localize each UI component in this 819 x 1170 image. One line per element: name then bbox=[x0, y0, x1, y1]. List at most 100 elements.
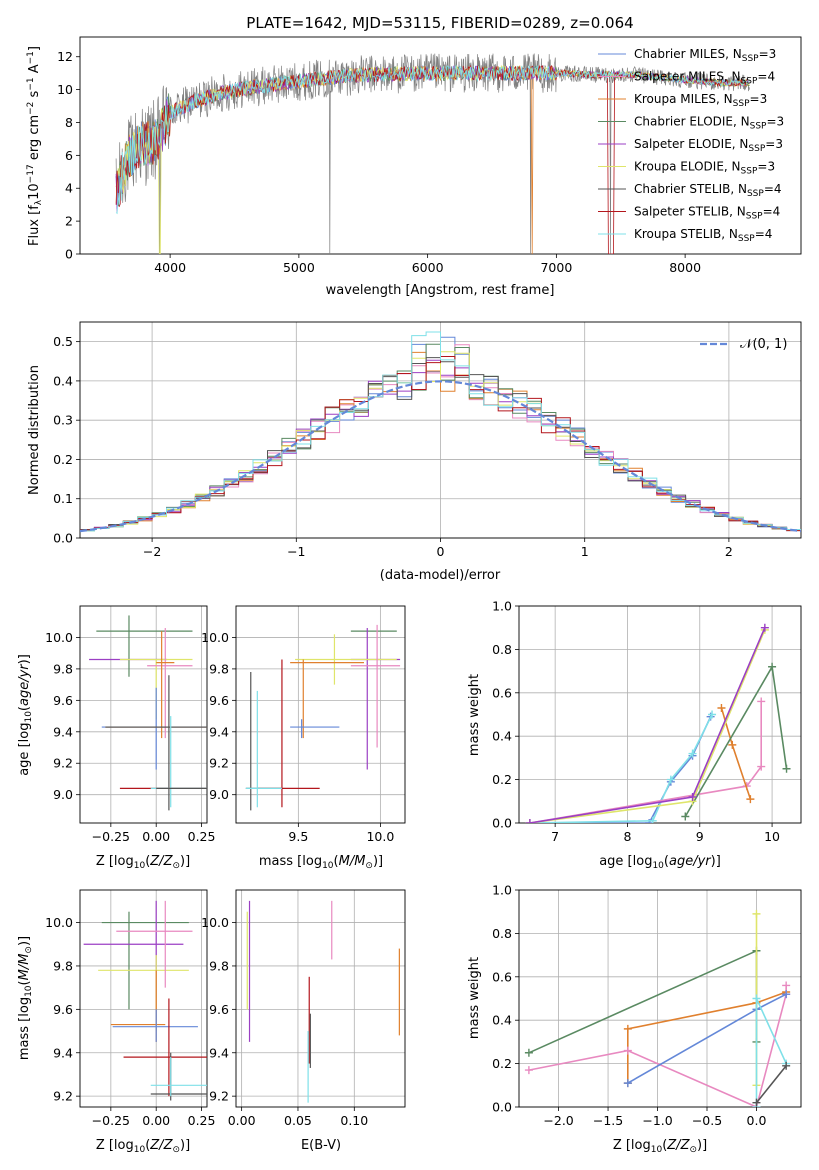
axes-massweight-vs-Z: −2.0 −1.5 −1.0 −0.5 0.0 0.0 0.2 0.4 0.6 0.8 1.0 Z [… bbox=[467, 883, 802, 1155]
y-tick-label: 0 bbox=[65, 247, 73, 262]
axes-frame bbox=[235, 889, 406, 1108]
x-tick-label: −1.5 bbox=[593, 1113, 623, 1128]
y-tick-label: 9.8 bbox=[209, 958, 229, 973]
y-tick-label: 0.3 bbox=[53, 413, 73, 428]
x-tick-label: 0.25 bbox=[188, 1113, 216, 1128]
histograms bbox=[80, 331, 801, 533]
x-axis-label: E(B-V) bbox=[301, 1138, 341, 1153]
x-axis-label: wavelength [Angstrom, rest frame] bbox=[326, 283, 555, 298]
y-tick-label: 12 bbox=[57, 49, 73, 64]
y-tick-label: 0.4 bbox=[492, 729, 512, 744]
series bbox=[525, 623, 791, 823]
y-axis-label: mass weight bbox=[467, 957, 482, 1039]
x-axis-label: Z [log10​(Z/Z⊙​)] bbox=[613, 1138, 707, 1155]
legend-entry: Chabrier STELIB, NSSP​=4 bbox=[634, 182, 782, 199]
series-marker bbox=[717, 703, 726, 712]
y-tick-label: 0.8 bbox=[492, 642, 512, 657]
y-axis-label: Flux [fλ​10−17​ erg cm−2​ s−1​ A−1​] bbox=[26, 46, 44, 246]
axes-age-vs-Z: −0.25 0.00 0.25 9.0 9.2 9.4 9.6 9.8 10.0 Z [log10… bbox=[17, 605, 216, 871]
y-tick-label: 8 bbox=[65, 115, 73, 130]
x-tick-label: −2 bbox=[143, 544, 161, 559]
x-tick-label: −0.25 bbox=[92, 829, 130, 844]
model-spectrum-KroupaSTELIB bbox=[115, 64, 750, 215]
y-tick-label: 9.8 bbox=[209, 661, 229, 676]
x-tick-label: 2 bbox=[725, 544, 733, 559]
y-tick-label: 9.2 bbox=[209, 1089, 229, 1104]
legend-entry: Salpeter STELIB, NSSP​=4 bbox=[634, 205, 780, 222]
y-tick-label: 9.4 bbox=[53, 724, 73, 739]
y-tick-label: 1.0 bbox=[492, 599, 512, 614]
series-marker bbox=[623, 1024, 632, 1033]
series-marker bbox=[757, 762, 766, 771]
x-axis-label: (data-model)/error bbox=[380, 568, 501, 583]
x-tick-label: 10 bbox=[764, 829, 780, 844]
y-tick-label: 10.0 bbox=[45, 915, 73, 930]
errorbars bbox=[246, 900, 400, 1103]
y-tick-label: 9.2 bbox=[209, 756, 229, 771]
series-marker bbox=[524, 1066, 533, 1075]
y-tick-label: 10.0 bbox=[201, 630, 229, 645]
y-tick-label: 9.0 bbox=[209, 787, 229, 802]
y-tick-label: 0.0 bbox=[53, 531, 73, 546]
series-marker bbox=[752, 994, 761, 1003]
axes-frame bbox=[235, 605, 406, 824]
y-tick-label: 10.0 bbox=[45, 630, 73, 645]
legend-entry: Kroupa STELIB, NSSP​=4 bbox=[634, 227, 772, 244]
x-tick-label: 8000 bbox=[669, 260, 701, 275]
legend-entry: 𝒩(0, 1) bbox=[740, 337, 787, 352]
y-tick-label: 9.2 bbox=[53, 756, 73, 771]
x-axis-label: Z [log10​(Z/Z⊙​)] bbox=[96, 1138, 190, 1155]
x-tick-label: −0.25 bbox=[92, 1113, 130, 1128]
x-tick-label: 9.5 bbox=[288, 829, 308, 844]
y-tick-label: 10 bbox=[57, 82, 73, 97]
y-tick-label: 0.0 bbox=[492, 816, 512, 831]
y-tick-label: 0.2 bbox=[492, 1056, 512, 1071]
axes-frame bbox=[79, 889, 208, 1108]
y-tick-label: 9.4 bbox=[53, 1045, 73, 1060]
series-marker bbox=[525, 819, 534, 823]
y-axis-label: mass [log10​(M/M⊙​)] bbox=[17, 936, 34, 1060]
x-tick-label: 0.0 bbox=[747, 1113, 767, 1128]
series-marker bbox=[752, 1098, 761, 1107]
x-axis-label: mass [log10​(M/M⊙​)] bbox=[259, 854, 383, 871]
errorbars bbox=[83, 900, 207, 1101]
y-tick-label: 9.2 bbox=[53, 1089, 73, 1104]
y-axis-label: age [log10​(age/yr)] bbox=[17, 654, 34, 776]
errorbars bbox=[89, 615, 207, 811]
axes-massweight-vs-age: 7 8 9 10 0.0 0.2 0.4 0.6 0.8 1.0 age [log10​(age/y… bbox=[467, 599, 802, 871]
series-marker bbox=[623, 1046, 632, 1055]
y-axis-label: Normed distribution bbox=[27, 365, 42, 495]
y-tick-label: 0.5 bbox=[53, 334, 73, 349]
series-line bbox=[529, 629, 766, 823]
x-axis-label: Z [log10​(Z/Z⊙​)] bbox=[96, 854, 190, 871]
axes-frame bbox=[518, 889, 802, 1108]
y-tick-label: 0.4 bbox=[53, 373, 73, 388]
legend: Chabrier MILES, NSSP​=3 Salpeter MILES, N… bbox=[598, 47, 784, 244]
series-marker bbox=[623, 1079, 632, 1088]
axes-mass-vs-EBV: 0.00 0.05 0.10 9.2 9.4 9.6 9.8 10.0 E(B-V) bbox=[201, 889, 406, 1153]
series-marker bbox=[681, 812, 690, 821]
legend-entry: Chabrier MILES, NSSP​=3 bbox=[634, 47, 776, 64]
series-marker bbox=[524, 1048, 533, 1057]
y-tick-label: 0.2 bbox=[53, 452, 73, 467]
y-axis-label: mass weight bbox=[467, 674, 482, 756]
x-axis-label: age [log10​(age/yr)] bbox=[599, 854, 721, 871]
series-marker bbox=[782, 990, 791, 999]
spectrum-lines bbox=[115, 53, 750, 254]
x-tick-label: 9 bbox=[696, 829, 704, 844]
x-tick-label: 6000 bbox=[412, 260, 444, 275]
y-tick-label: 1.0 bbox=[492, 883, 512, 898]
histogram-KroupaMILES bbox=[80, 351, 801, 532]
x-tick-label: 0.00 bbox=[142, 829, 170, 844]
y-tick-label: 9.4 bbox=[209, 1045, 229, 1060]
axes-frame bbox=[79, 605, 208, 824]
x-tick-label: 0.05 bbox=[284, 1113, 312, 1128]
axes-age-vs-mass: 9.5 10.0 9.0 9.2 9.4 9.6 9.8 10.0 mass [log10​(M… bbox=[201, 605, 406, 871]
x-tick-label: 0.25 bbox=[188, 829, 216, 844]
y-tick-label: 9.0 bbox=[53, 787, 73, 802]
axes-residuals: −2 −1 0 1 2 0.0 0.1 0.2 0.3 0.4 0.5 𝒩(0, 1) (data-mo… bbox=[27, 321, 802, 583]
series-marker bbox=[728, 740, 737, 749]
y-tick-label: 6 bbox=[65, 148, 73, 163]
series-marker bbox=[648, 816, 657, 823]
